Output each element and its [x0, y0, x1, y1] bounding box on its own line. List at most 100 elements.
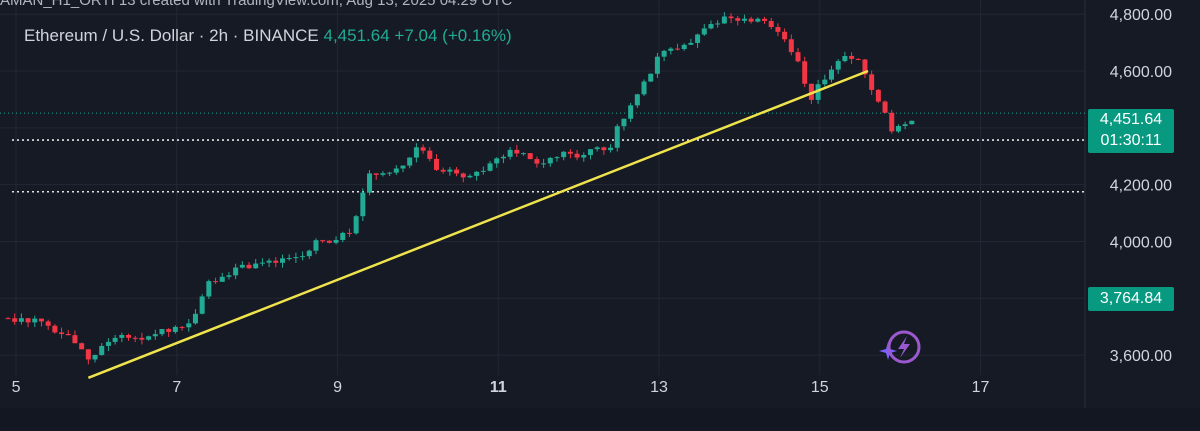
candle-body: [587, 149, 593, 156]
header-strip: AMAN_H1_ORTI 13 created with TradingView…: [0, 0, 513, 9]
candle-body: [219, 276, 225, 282]
candle-body: [353, 216, 359, 234]
candle: [12, 313, 18, 325]
candle: [219, 272, 225, 282]
candle: [105, 338, 111, 352]
candle: [628, 102, 634, 123]
candle: [768, 17, 774, 30]
candle-body: [92, 354, 98, 360]
candle-body: [654, 56, 660, 74]
candle: [741, 14, 747, 24]
candle-body: [239, 264, 245, 268]
candle: [849, 52, 855, 64]
candle: [507, 147, 513, 160]
candle-body: [701, 28, 707, 35]
lightning-button[interactable]: [878, 328, 922, 369]
candle: [199, 294, 205, 315]
candle-body: [828, 69, 834, 80]
candle-body: [494, 158, 500, 164]
candle-body: [132, 337, 138, 339]
candle: [775, 23, 781, 37]
candle: [708, 20, 714, 30]
y-tick-label: 4,800.00: [1110, 7, 1172, 24]
candle: [112, 334, 118, 345]
candle: [253, 258, 259, 269]
trendline-layer[interactable]: [87, 69, 869, 380]
candle-body: [306, 250, 312, 257]
candle: [675, 43, 681, 51]
candle-body: [527, 153, 533, 160]
candle: [480, 166, 486, 175]
candle: [909, 120, 915, 125]
candle: [206, 279, 212, 299]
candle-body: [139, 337, 145, 340]
candle: [547, 156, 553, 167]
candle-body: [695, 34, 701, 43]
candle: [594, 146, 600, 152]
candle-body: [367, 173, 373, 193]
candle-body: [728, 16, 734, 19]
candle-body: [25, 318, 31, 323]
candle: [52, 324, 58, 334]
candle: [407, 157, 413, 169]
x-axis[interactable]: 5 7 9 11 13 15 17: [12, 379, 990, 396]
candle: [38, 318, 44, 327]
candle-body: [206, 281, 212, 297]
candle: [367, 170, 373, 196]
candle-body: [474, 171, 480, 176]
candle: [246, 262, 252, 269]
candle: [45, 319, 51, 330]
candle-body: [862, 59, 868, 75]
candle: [802, 56, 808, 88]
candle-body: [387, 172, 393, 174]
candle-body: [561, 151, 567, 158]
candle: [32, 315, 38, 327]
candle: [239, 261, 245, 269]
candle-body: [909, 120, 915, 125]
candle-body: [179, 326, 185, 328]
candle-body: [782, 31, 788, 40]
candle-body: [775, 27, 781, 32]
candle-body: [286, 258, 292, 260]
y-tick-label: 4,000.00: [1110, 234, 1172, 251]
bottom-strip: [0, 408, 1200, 426]
candle: [654, 52, 660, 78]
candle: [433, 154, 439, 172]
candle: [25, 317, 31, 328]
candle: [273, 257, 279, 268]
candle: [226, 271, 232, 280]
candle: [139, 332, 145, 345]
candle-body: [199, 296, 205, 314]
candle-body: [614, 126, 620, 148]
candle-body: [889, 112, 895, 132]
candle-body: [768, 20, 774, 28]
candle: [889, 109, 895, 134]
candle-body: [748, 18, 754, 22]
candle-body: [835, 61, 841, 70]
candle-body: [172, 326, 178, 332]
candle-body: [661, 50, 667, 57]
candle-body: [634, 94, 640, 106]
candle: [828, 65, 834, 83]
price-change: +7.04 (+0.16%): [394, 26, 512, 45]
candle-body: [454, 169, 460, 174]
candle: [882, 100, 888, 114]
symbol-legend[interactable]: Ethereum / U.S. Dollar · 2h · BINANCE 4,…: [24, 26, 512, 46]
candle: [788, 34, 794, 56]
candle: [346, 228, 352, 238]
candle: [902, 121, 908, 130]
candle-body: [869, 74, 875, 90]
candle: [18, 313, 24, 325]
candle-body: [802, 61, 808, 84]
candle: [521, 152, 527, 156]
candle: [393, 165, 399, 175]
candle: [333, 236, 339, 245]
candle: [186, 318, 192, 332]
candle-body: [126, 334, 132, 338]
candle: [835, 59, 841, 75]
candle: [313, 238, 319, 255]
x-tick-label: 5: [12, 379, 21, 396]
